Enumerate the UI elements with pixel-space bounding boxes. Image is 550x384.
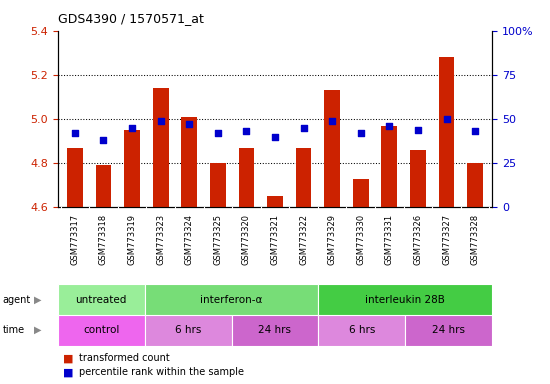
Bar (58, 315, 145, 346)
Bar (67, 148, 82, 207)
Text: 6 hrs: 6 hrs (349, 325, 375, 335)
Bar (182, 117, 197, 207)
Bar (468, 163, 483, 207)
Text: GSM773322: GSM773322 (299, 214, 308, 265)
Text: GSM773321: GSM773321 (271, 214, 279, 265)
Point (414, 127, 422, 133)
Point (99, 137, 108, 143)
Bar (318, 315, 405, 346)
Point (271, 134, 279, 140)
Bar (210, 163, 225, 207)
Text: GSM773331: GSM773331 (385, 214, 394, 265)
Bar (232, 315, 318, 346)
Text: time: time (3, 325, 25, 335)
Text: GSM773328: GSM773328 (471, 214, 480, 265)
Text: GSM773320: GSM773320 (242, 214, 251, 265)
Text: GSM773318: GSM773318 (99, 214, 108, 265)
Text: GSM773326: GSM773326 (414, 214, 422, 265)
Text: agent: agent (3, 295, 31, 305)
Text: 24 hrs: 24 hrs (258, 325, 292, 335)
Bar (145, 315, 232, 346)
Text: GSM773329: GSM773329 (328, 214, 337, 265)
Bar (124, 130, 140, 207)
Point (128, 125, 136, 131)
Text: GSM773323: GSM773323 (156, 214, 165, 265)
Bar (96, 166, 111, 207)
Bar (324, 90, 340, 207)
Bar (410, 150, 426, 207)
Text: ■: ■ (63, 353, 74, 363)
Text: GDS4390 / 1570571_at: GDS4390 / 1570571_at (58, 12, 204, 25)
Point (385, 123, 394, 129)
Text: untreated: untreated (75, 295, 127, 305)
Text: ■: ■ (63, 367, 74, 377)
Text: ▶: ▶ (34, 325, 42, 335)
Text: interleukin 28B: interleukin 28B (365, 295, 446, 305)
Point (70, 130, 79, 136)
Text: interferon-α: interferon-α (200, 295, 263, 305)
Point (299, 125, 308, 131)
Text: control: control (83, 325, 119, 335)
Bar (239, 148, 254, 207)
Bar (353, 179, 369, 207)
Text: GSM773330: GSM773330 (356, 214, 365, 265)
Point (328, 118, 337, 124)
Point (213, 130, 222, 136)
Bar (405, 315, 492, 346)
Bar (318, 284, 492, 315)
Point (156, 118, 165, 124)
Point (185, 121, 194, 127)
Text: 6 hrs: 6 hrs (175, 325, 201, 335)
Point (442, 116, 451, 122)
Point (471, 128, 480, 134)
Bar (267, 196, 283, 207)
Bar (382, 126, 397, 207)
Text: percentile rank within the sample: percentile rank within the sample (79, 367, 244, 377)
Text: GSM773327: GSM773327 (442, 214, 451, 265)
Point (356, 130, 365, 136)
Text: GSM773319: GSM773319 (128, 214, 136, 265)
Bar (296, 148, 311, 207)
Bar (439, 57, 454, 207)
Bar (153, 88, 168, 207)
Text: 24 hrs: 24 hrs (432, 325, 465, 335)
Text: transformed count: transformed count (79, 353, 169, 363)
Point (242, 128, 251, 134)
Text: ▶: ▶ (34, 295, 42, 305)
Bar (58, 284, 145, 315)
Text: GSM773317: GSM773317 (70, 214, 79, 265)
Text: GSM773324: GSM773324 (185, 214, 194, 265)
Text: GSM773325: GSM773325 (213, 214, 222, 265)
Bar (145, 284, 318, 315)
